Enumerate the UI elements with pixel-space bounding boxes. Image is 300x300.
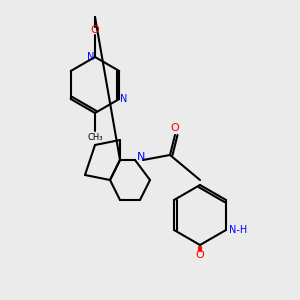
Text: O: O xyxy=(91,25,99,35)
Text: N: N xyxy=(137,152,145,162)
Text: N: N xyxy=(120,94,127,104)
Text: CH₃: CH₃ xyxy=(87,133,103,142)
Text: N-H: N-H xyxy=(229,225,247,235)
Text: O: O xyxy=(196,250,204,260)
Text: N: N xyxy=(87,52,95,62)
Text: O: O xyxy=(171,123,179,133)
